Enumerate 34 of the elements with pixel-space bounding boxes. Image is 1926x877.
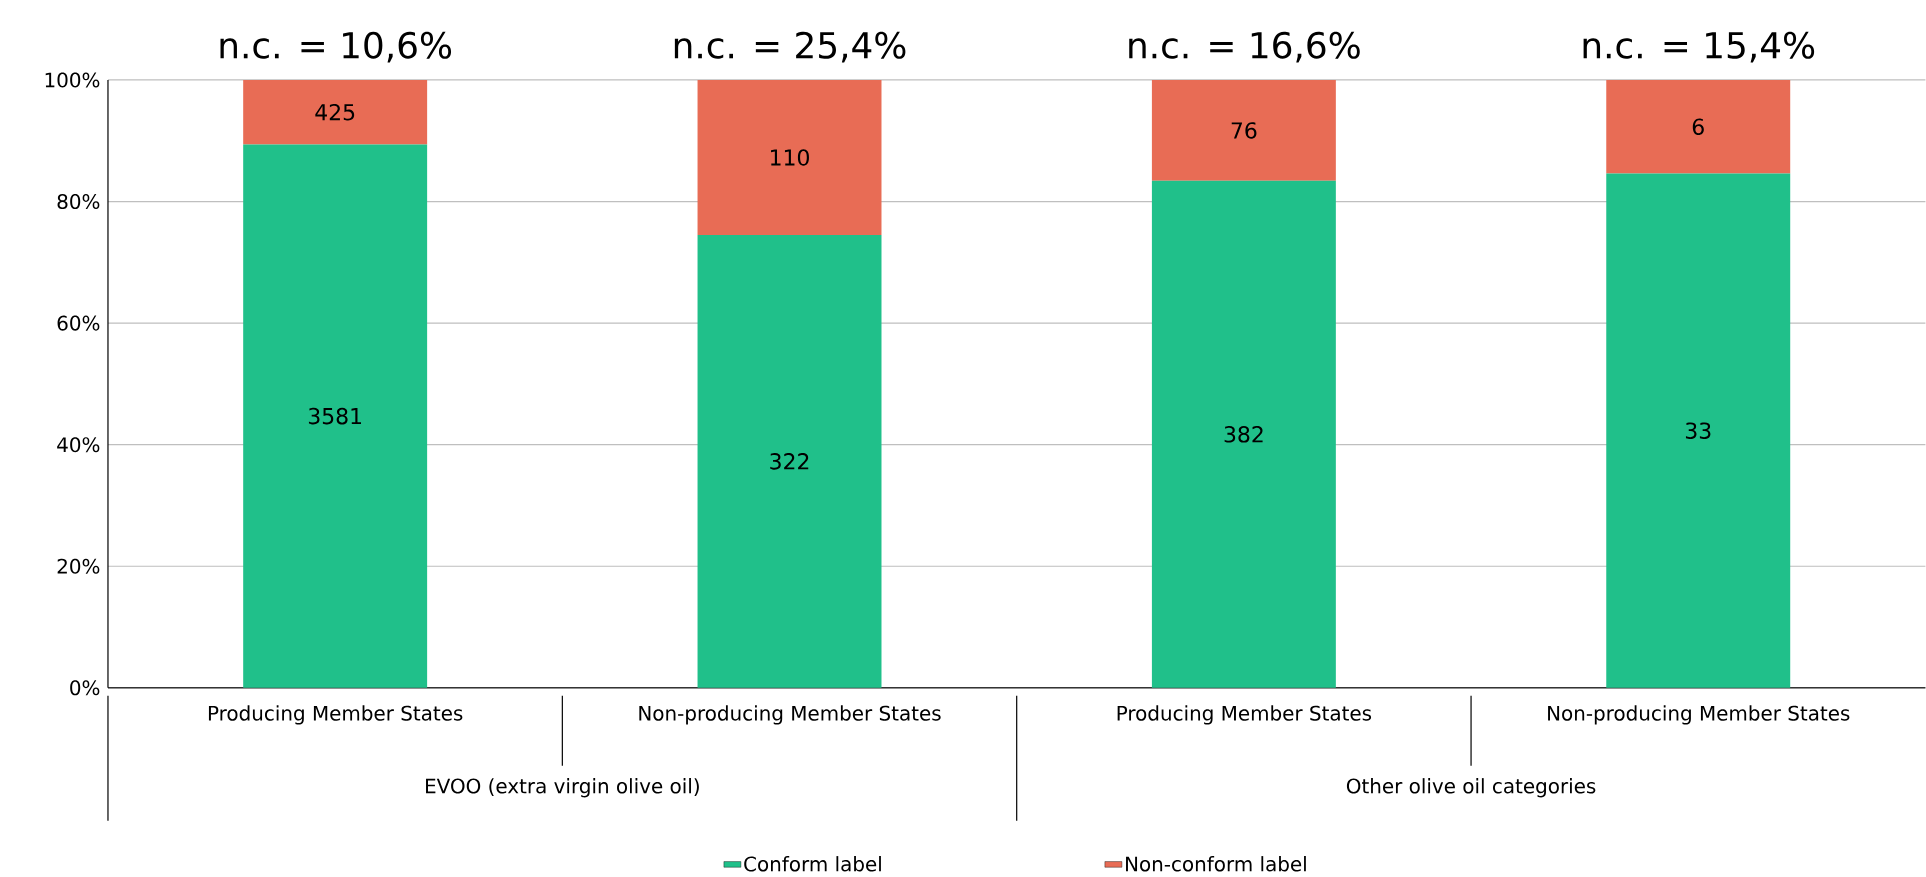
bar [1606,80,1791,174]
bar [1151,80,1336,182]
bar [1151,181,1336,688]
text: EVOO (extra virgin olive oil) [426,778,699,798]
annotation: 425 [315,104,355,121]
x-tick-label: Non-producing Member States [1548,705,1850,725]
bar [1606,173,1791,688]
bar [697,80,882,236]
text: Other olive oil categories [1346,778,1596,798]
legend-label: Non-conform label [1126,856,1306,872]
y-tick-label: 40% [57,437,100,453]
y-tick-label: 80% [57,194,100,210]
text: n.c. = 10,6% [220,31,452,63]
y-tick-label: 60% [57,315,100,331]
text: n.c. = 16,6% [1129,31,1360,63]
annotation: 322 [770,453,809,470]
bar [697,235,882,688]
annotation: 3581 [308,407,361,425]
bar [243,144,428,688]
y-tick-label: 20% [57,558,100,574]
annotation: 76 [1231,122,1257,139]
annotation: 33 [1685,422,1711,440]
x-tick-label: Producing Member States [208,705,463,725]
text: n.c. = 25,4% [674,31,906,63]
y-tick-label: 0% [70,680,100,696]
text: n.c. = 15,4% [1583,31,1815,63]
annotation: 6 [1692,118,1704,136]
x-tick-label: Producing Member States [1117,705,1372,725]
x-tick-label: Non-producing Member States [639,705,941,725]
annotation: 110 [771,149,809,166]
y-tick-label: 100% [45,72,100,88]
annotation: 382 [1224,426,1263,443]
legend-label: Conform label [744,856,881,872]
bar [243,80,428,145]
